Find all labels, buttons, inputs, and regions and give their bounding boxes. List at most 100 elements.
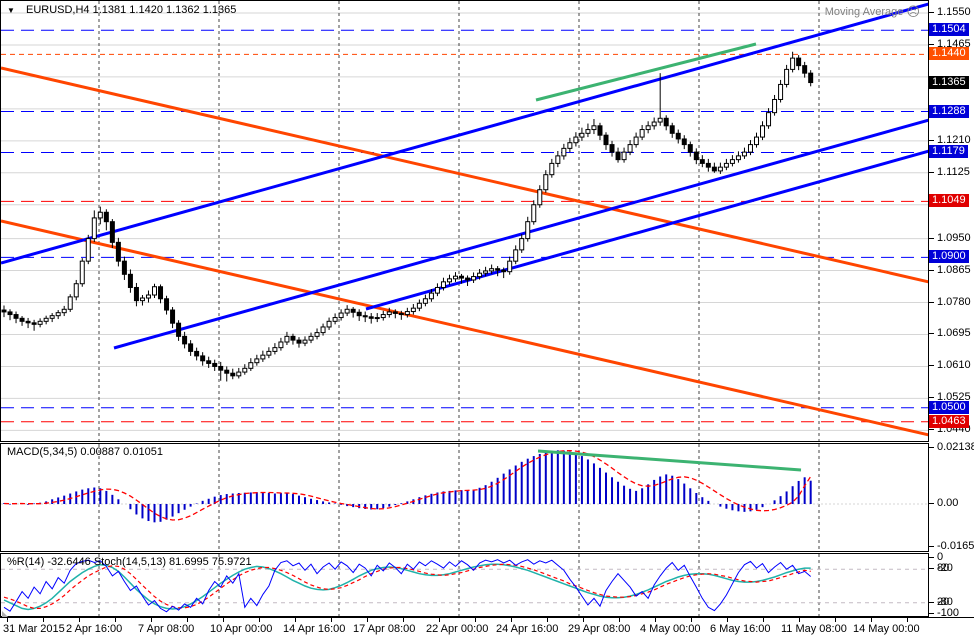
price-tick-label: 0 [937,551,944,563]
panel-corner-marker [2,611,9,618]
axis-tick-mark [929,557,934,558]
main-plot-svg[interactable] [1,1,928,441]
axis-tick-mark [929,238,934,239]
time-tick-mark [727,618,728,622]
price-tick-label: 1.1125 [937,166,970,178]
sad-face-icon[interactable]: ☹ [906,4,920,19]
time-label: 14 Apr 16:00 [283,623,346,635]
time-tick-mark [223,618,224,622]
price-level-label: 1.0500 [929,401,969,414]
time-label: 22 Apr 00:00 [426,623,489,635]
time-label: 6 May 16:00 [710,623,771,635]
price-level-label: 1.0900 [929,250,969,263]
time-tick-mark [547,618,548,622]
axis-tick-mark [929,333,934,334]
price-level-label: 1.0463 [929,415,969,428]
moving-average-text: Moving Average [824,6,904,18]
price-tick-label: -80 [937,596,953,608]
price-level-label: 1.1049 [929,194,969,207]
time-label: 2 Apr 16:00 [66,623,123,635]
time-tick-mark [619,618,620,622]
axis-tick-mark [929,302,934,303]
time-tick-mark [115,618,116,622]
axis-tick-mark [929,172,934,173]
time-tick-mark [367,618,368,622]
time-tick-mark [79,618,80,622]
axis-tick-mark [929,503,934,504]
price-axis[interactable]: 1.1550 1.1465 1.1210 1.1125 1.0950 1.0865 1.07… [929,0,974,619]
macd-plot-svg[interactable] [1,444,928,551]
time-tick-mark [43,618,44,622]
stoch-axis-label: 20 [937,596,950,608]
wpr-panel[interactable]: %R(14) -32.6446 Stoch(14,5,13) 81.6995 7… [0,553,929,618]
main-chart-panel[interactable]: ▼ EURUSD,H4 1.1381 1.1420 1.1362 1.1365 … [0,0,929,442]
price-level-label: 1.1504 [929,23,969,36]
time-tick-mark [691,618,692,622]
time-tick-mark [403,618,404,622]
time-tick-mark [439,618,440,622]
time-label: 7 Apr 08:00 [138,623,195,635]
wpr-plot-svg[interactable] [1,554,928,616]
time-tick-mark [187,618,188,622]
time-tick-mark [331,618,332,622]
symbol-dropdown-icon[interactable]: ▼ [7,6,15,15]
axis-tick-mark [929,140,934,141]
axis-tick-mark [929,270,934,271]
time-tick-mark [763,618,764,622]
axis-tick-mark [929,568,934,569]
axis-tick-mark [929,12,934,13]
price-tick-label: 1.0610 [937,359,971,371]
time-tick-mark [835,618,836,622]
time-label: 11 May 08:00 [781,623,847,635]
price-tick-label: 1.0695 [937,327,971,339]
axis-tick-mark [929,447,934,448]
price-tick-label: 0.00 [937,497,959,509]
time-tick-mark [655,618,656,622]
price-tick-label: 1.0780 [937,296,971,308]
price-level-label: 1.1179 [929,145,968,158]
price-level-label: 1.1440 [929,47,969,60]
time-label: 29 Apr 08:00 [568,623,631,635]
time-label: 14 May 00:00 [853,623,920,635]
wpr-label: %R(14) -32.6446 Stoch(14,5,13) 81.6995 7… [7,556,252,568]
chart-title: EURUSD,H4 1.1381 1.1420 1.1362 1.1365 [25,4,237,16]
price-tick-label: 1.1550 [937,6,971,18]
stoch-axis-label: 80 [937,562,950,574]
price-tick-label: 1.0525 [937,391,971,403]
price-tick-label: -100 [937,607,960,619]
price-tick-label: -0.01657 [937,540,974,552]
axis-tick-mark [929,397,934,398]
time-label: 24 Apr 16:00 [496,623,559,635]
time-tick-mark [259,618,260,622]
time-tick-mark [583,618,584,622]
time-tick-mark [295,618,296,622]
axis-tick-mark [929,613,934,614]
axis-tick-mark [929,546,934,547]
price-level-label: 1.1288 [929,105,969,118]
time-label: 31 Mar 2015 [3,623,65,635]
time-tick-mark [511,618,512,622]
axis-tick-mark [929,602,934,603]
macd-panel[interactable]: MACD(5,34,5) 0.00887 0.01051 [0,443,929,552]
price-tick-label: 1.1210 [937,134,971,146]
time-label: 17 Apr 08:00 [353,623,416,635]
chart-title-row: ▼ EURUSD,H4 1.1381 1.1420 1.1362 1.1365 [7,4,236,16]
price-tick-label: 1.0950 [937,232,971,244]
time-tick-mark [871,618,872,622]
axis-tick-mark [929,429,934,430]
macd-label: MACD(5,34,5) 0.00887 0.01051 [7,446,163,458]
axis-tick-mark [929,365,934,366]
time-label: 4 May 00:00 [640,623,701,635]
time-tick-mark [475,618,476,622]
price-level-label: 1.1365 [929,76,969,89]
price-tick-label: -20 [937,562,953,574]
moving-average-label[interactable]: Moving Average ☹ [825,4,920,20]
price-tick-label: 1.0865 [937,264,971,276]
time-axis[interactable]: 31 Mar 2015 2 Apr 16:00 7 Apr 08:00 10 Apr … [0,617,974,639]
time-label: 10 Apr 00:00 [210,623,273,635]
time-tick-mark [7,618,8,622]
time-tick-mark [151,618,152,622]
axis-tick-mark [929,44,934,45]
price-tick-label: 0.02138 [937,441,974,453]
